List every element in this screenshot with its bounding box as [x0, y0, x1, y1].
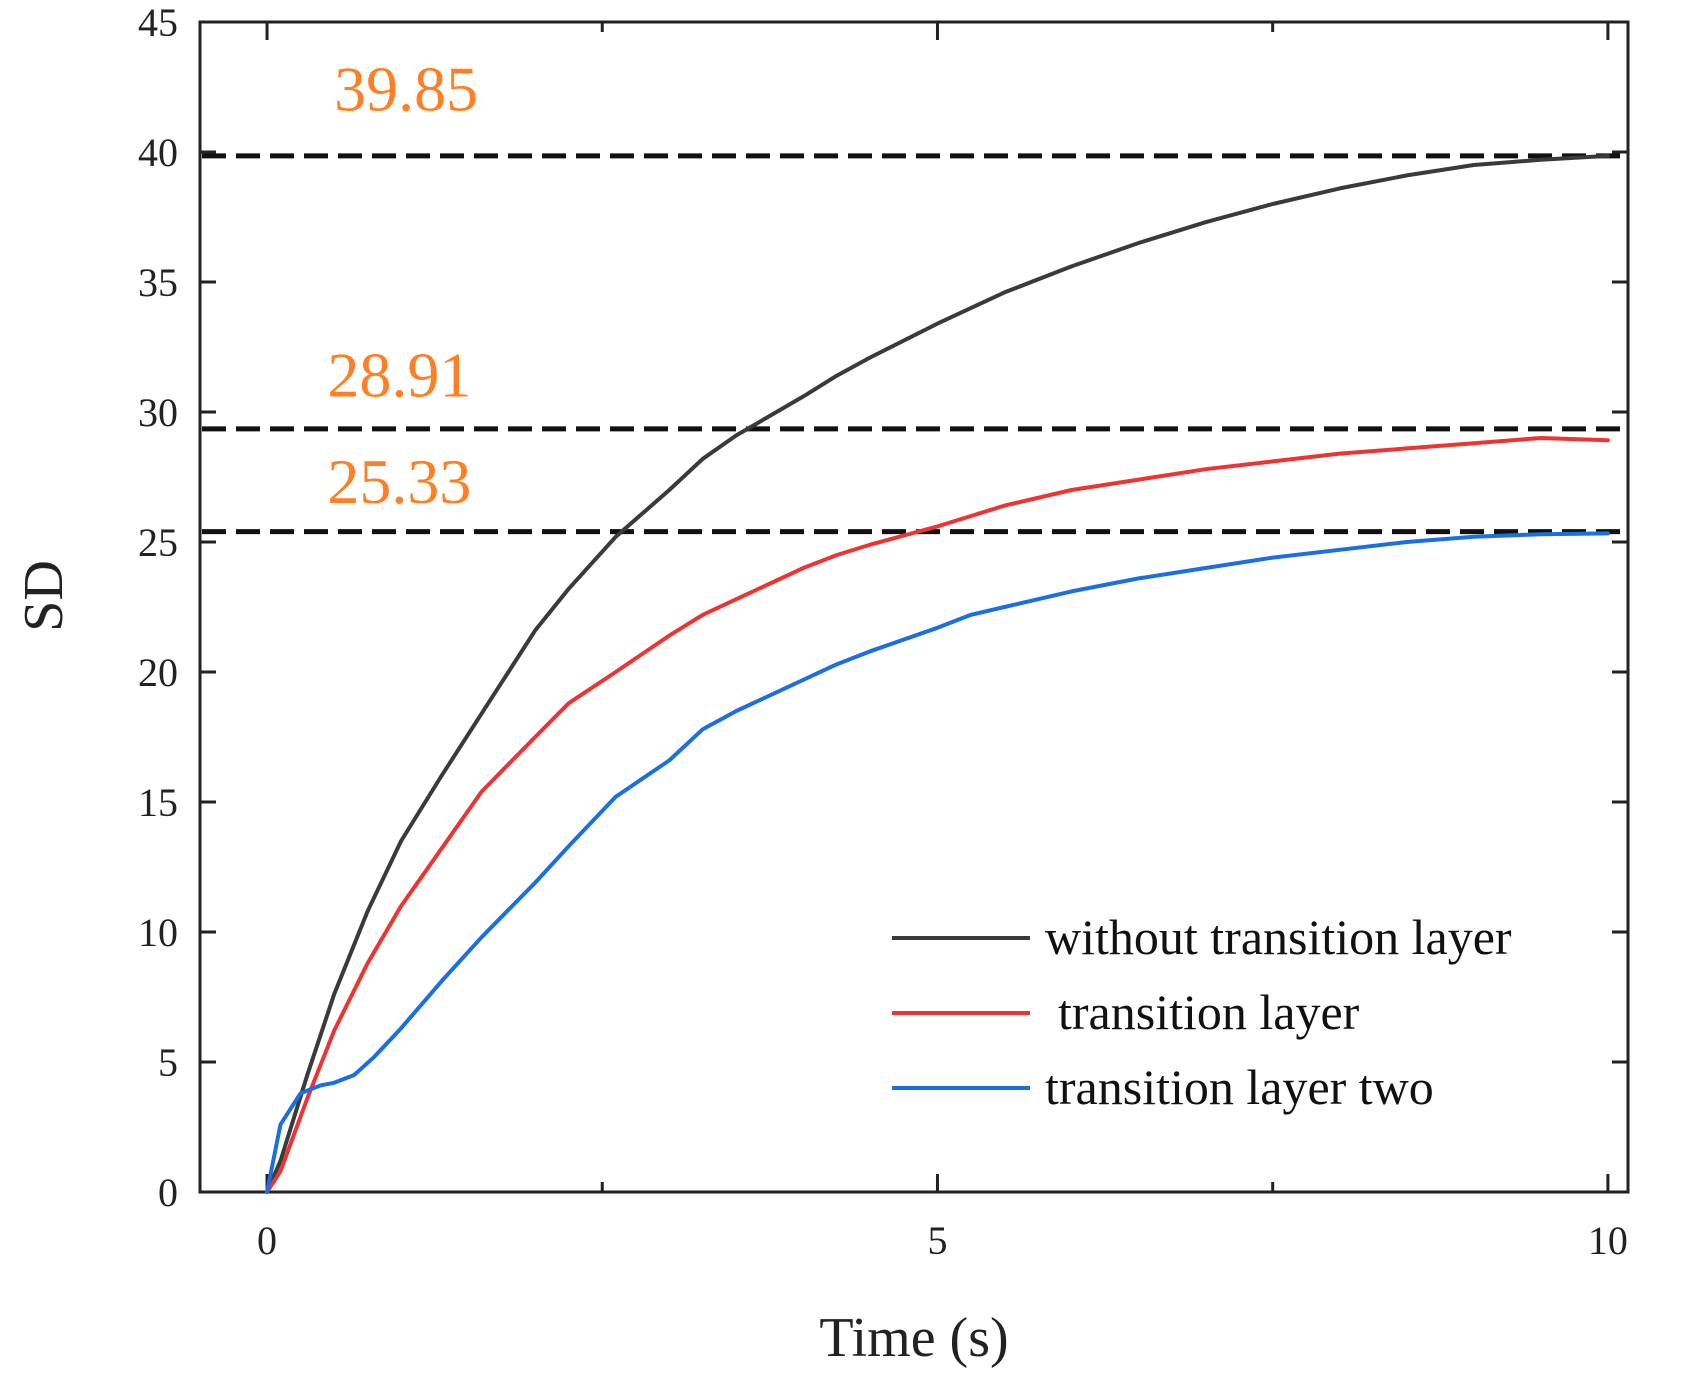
- legend-label-transition-layer: transition layer: [1058, 984, 1360, 1040]
- reference-label: 25.33: [327, 446, 471, 517]
- y-tick-label: 15: [138, 780, 178, 825]
- y-tick-label: 20: [138, 650, 178, 695]
- series-layer: [265, 153, 1610, 1194]
- reference-label: 28.91: [327, 339, 471, 410]
- legend-label-transition-layer-two: transition layer two: [1045, 1059, 1434, 1115]
- series-line-transition-layer: [265, 436, 1610, 1194]
- y-tick-label: 0: [158, 1170, 178, 1215]
- x-axis-title: Time (s): [819, 1307, 1008, 1369]
- x-tick-label: 10: [1588, 1218, 1628, 1263]
- x-tick-label: 5: [927, 1218, 947, 1263]
- y-axis-title: SD: [13, 560, 75, 632]
- y-tick-label: 45: [138, 0, 178, 45]
- y-tick-label: 25: [138, 520, 178, 565]
- y-tick-label: 35: [138, 260, 178, 305]
- y-tick-label: 40: [138, 130, 178, 175]
- y-tick-label: 30: [138, 390, 178, 435]
- series-line-transition-layer-two: [265, 531, 1610, 1194]
- axis-ticks: 0 5 10 15 20 25 30 35 40 45 0 5 10: [138, 0, 1628, 1263]
- reference-label: 39.85: [334, 53, 478, 124]
- legend: without transition layer transition laye…: [892, 909, 1512, 1115]
- legend-label-without-transition-layer: without transition layer: [1045, 909, 1512, 965]
- reference-labels: 39.85 28.91 25.33: [327, 53, 478, 517]
- y-tick-label: 5: [158, 1040, 178, 1085]
- plot-frame: [198, 20, 1630, 1194]
- series-line-without-transition-layer: [265, 153, 1610, 1194]
- y-tick-label: 10: [138, 910, 178, 955]
- x-tick-label: 0: [257, 1218, 277, 1263]
